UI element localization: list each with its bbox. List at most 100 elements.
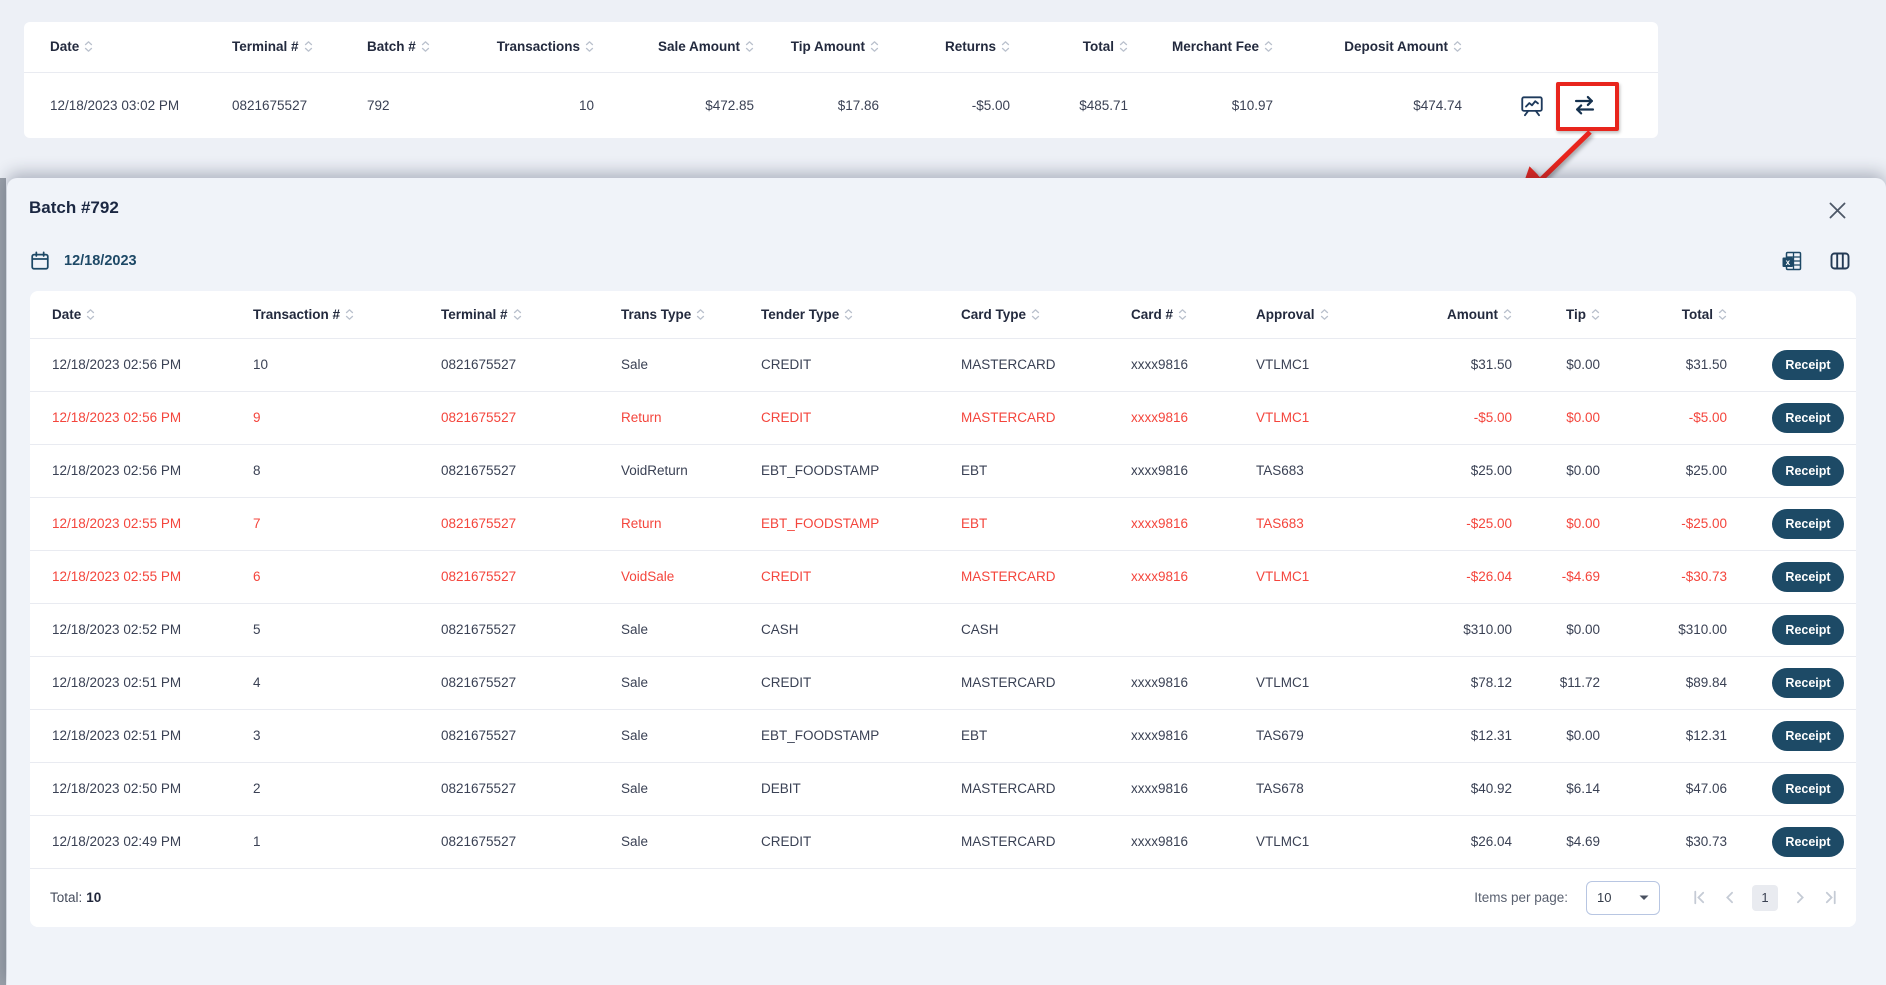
date-filter[interactable]: 12/18/2023: [29, 250, 137, 272]
column-header-deposit_amount[interactable]: Deposit Amount: [1281, 22, 1470, 72]
cell-approval: TAS683: [1256, 463, 1304, 478]
column-header-card_num[interactable]: Card #: [1123, 291, 1248, 338]
transaction-row: 12/18/2023 02:51 PM 3 0821675527 Sale EBT_FO…: [30, 709, 1856, 762]
transaction-row: 12/18/2023 02:55 PM 7 0821675527 Return EBT_…: [30, 497, 1856, 550]
current-page-indicator[interactable]: 1: [1752, 884, 1778, 911]
column-header-card_type[interactable]: Card Type: [953, 291, 1123, 338]
receipt-button[interactable]: Receipt: [1772, 773, 1844, 804]
column-header-merchant_fee[interactable]: Merchant Fee: [1136, 22, 1281, 72]
transactions-body: 12/18/2023 02:56 PM 10 0821675527 Sale CREDI…: [30, 338, 1856, 868]
column-header-amount[interactable]: Amount: [1380, 291, 1520, 338]
column-header-transactions[interactable]: Transactions: [469, 22, 602, 72]
cell-terminal: 0821675527: [441, 728, 517, 743]
receipt-button[interactable]: Receipt: [1772, 455, 1844, 486]
cell-terminal: 0821675527: [441, 357, 517, 372]
items-per-page-select[interactable]: 10: [1586, 880, 1660, 915]
cell-tip: $0.00: [1566, 728, 1600, 743]
cell-terminal: 0821675527: [441, 569, 517, 584]
cell-amount: $40.92: [1470, 781, 1512, 796]
column-header-date[interactable]: Date: [30, 291, 245, 338]
receipt-button[interactable]: Receipt: [1772, 349, 1844, 380]
column-header-total[interactable]: Total: [1018, 22, 1136, 72]
annotation-highlight-box: [1556, 82, 1619, 131]
column-header-tip_amount[interactable]: Tip Amount: [762, 22, 887, 72]
cell-amount: -$26.04: [1466, 569, 1512, 584]
column-header-total[interactable]: Total: [1608, 291, 1735, 338]
batch-summary-card: Date Terminal # Batch # Transactions Sal…: [24, 22, 1658, 138]
cell-total: $25.00: [1685, 463, 1727, 478]
chart-report-button[interactable]: [1519, 93, 1545, 119]
receipt-button[interactable]: Receipt: [1772, 561, 1844, 592]
transactions-header-row: Date Transaction # Terminal # Trans Type…: [30, 291, 1856, 338]
receipt-button[interactable]: Receipt: [1772, 614, 1844, 645]
cell-receipt: Receipt: [1735, 338, 1856, 391]
transaction-row: 12/18/2023 02:51 PM 4 0821675527 Sale CREDIT…: [30, 656, 1856, 709]
cell-tender_type: CREDIT: [761, 675, 812, 690]
cell-txn: 5: [253, 622, 261, 637]
column-header-date[interactable]: Date: [24, 22, 224, 72]
column-header-batch[interactable]: Batch #: [359, 22, 469, 72]
cell-card_type: MASTERCARD: [961, 357, 1056, 372]
column-header-sale_amount[interactable]: Sale Amount: [602, 22, 762, 72]
cell-date: 12/18/2023 02:51 PM: [52, 728, 182, 743]
cell-approval: VTLMC1: [1256, 410, 1310, 425]
cell-tender_type: EBT_FOODSTAMP: [761, 463, 880, 478]
excel-export-button[interactable]: x: [1780, 249, 1804, 273]
cell-tender_type: DEBIT: [761, 781, 801, 796]
cell-terminal: 0821675527: [441, 622, 517, 637]
cell-amount: -$5.00: [1473, 410, 1512, 425]
first-page-icon: [1694, 890, 1705, 905]
cell-tip: $4.69: [1566, 834, 1600, 849]
receipt-button[interactable]: Receipt: [1772, 667, 1844, 698]
column-header-approval[interactable]: Approval: [1248, 291, 1380, 338]
cell-trans_type: Sale: [621, 357, 649, 372]
receipt-button[interactable]: Receipt: [1772, 402, 1844, 433]
batch-summary-row[interactable]: 12/18/2023 03:02 PM 0821675527 792 10 $472.8…: [24, 72, 1658, 139]
next-page-button[interactable]: [1790, 888, 1809, 907]
items-per-page-value: 10: [1597, 890, 1612, 905]
cell-trans_type: Sale: [621, 728, 649, 743]
cell-tip: $0.00: [1566, 516, 1600, 531]
cell-total: $12.31: [1685, 728, 1727, 743]
column-header-tip[interactable]: Tip: [1520, 291, 1608, 338]
swap-transactions-button[interactable]: [1571, 92, 1598, 119]
pagination-controls: Items per page: 10: [1474, 880, 1840, 915]
pager: 1: [1690, 884, 1840, 911]
column-header-terminal[interactable]: Terminal #: [224, 22, 359, 72]
column-header-returns[interactable]: Returns: [887, 22, 1018, 72]
transaction-row: 12/18/2023 02:56 PM 8 0821675527 VoidReturn…: [30, 444, 1856, 497]
cell-card_type: MASTERCARD: [961, 675, 1056, 690]
previous-page-button[interactable]: [1721, 888, 1740, 907]
receipt-button[interactable]: Receipt: [1772, 508, 1844, 539]
cell-tender_type: EBT_FOODSTAMP: [761, 728, 880, 743]
cell-card_num: xxxx9816: [1131, 569, 1189, 584]
receipt-button[interactable]: Receipt: [1772, 720, 1844, 751]
cell-card_num: xxxx9816: [1131, 781, 1189, 796]
chart-report-icon: [1521, 95, 1543, 116]
cell-card_num: xxxx9816: [1131, 516, 1189, 531]
cell-tip: -$4.69: [1561, 569, 1600, 584]
cell-card_type: EBT: [961, 516, 988, 531]
cell-txn: 1: [253, 834, 261, 849]
cell-trans_type: Sale: [621, 781, 649, 796]
receipt-button[interactable]: Receipt: [1772, 826, 1844, 857]
cell-trans_type: Sale: [621, 622, 649, 637]
cell-approval: TAS678: [1256, 781, 1304, 796]
cell-txn: 4: [253, 675, 261, 690]
column-header-tender_type[interactable]: Tender Type: [753, 291, 953, 338]
cell-receipt: Receipt: [1735, 709, 1856, 762]
summary-cell-tip_amount: $17.86: [837, 98, 879, 113]
cell-terminal: 0821675527: [441, 834, 517, 849]
cell-receipt: Receipt: [1735, 444, 1856, 497]
column-header-terminal[interactable]: Terminal #: [433, 291, 613, 338]
column-header-txn[interactable]: Transaction #: [245, 291, 433, 338]
first-page-button[interactable]: [1690, 888, 1709, 907]
cell-amount: $31.50: [1470, 357, 1512, 372]
close-icon: [1829, 202, 1846, 219]
last-page-button[interactable]: [1821, 888, 1840, 907]
cell-card_type: EBT: [961, 463, 988, 478]
columns-toggle-button[interactable]: [1828, 249, 1852, 273]
column-header-trans_type[interactable]: Trans Type: [613, 291, 753, 338]
last-page-icon: [1825, 890, 1836, 905]
close-button[interactable]: [1825, 198, 1850, 223]
